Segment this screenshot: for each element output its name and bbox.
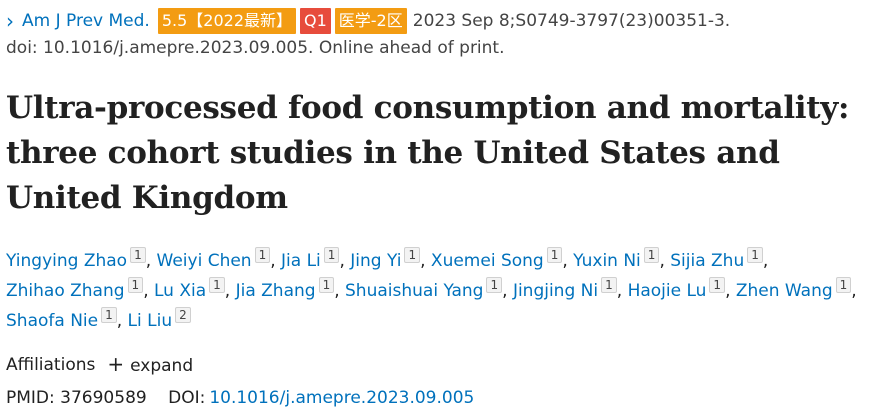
affiliations-expand-button[interactable]: + expand xyxy=(107,354,193,376)
author-separator: , xyxy=(116,311,128,331)
author-separator: , xyxy=(616,281,628,301)
affiliation-number-button[interactable]: 1 xyxy=(318,277,335,294)
author-separator: , xyxy=(562,251,574,271)
author-separator: , xyxy=(145,251,157,271)
author-separator: , xyxy=(420,251,431,271)
author-item: Jing Yi 1 xyxy=(350,247,421,271)
author-name-link[interactable]: Zhihao Zhang xyxy=(6,281,125,301)
author-item: Weiyi Chen 1 xyxy=(156,247,271,271)
pmid-label: PMID: xyxy=(6,388,55,408)
quartile-badge: Q1 xyxy=(300,8,331,34)
author-name-link[interactable]: Xuemei Song xyxy=(430,251,544,271)
doi-link[interactable]: 10.1016/j.amepre.2023.09.005 xyxy=(209,388,475,408)
affiliations-row: Affiliations + expand xyxy=(6,354,193,376)
affiliation-number-button[interactable]: 1 xyxy=(209,277,225,294)
doi-line: doi: 10.1016/j.amepre.2023.09.005. Onlin… xyxy=(6,38,505,58)
author-name-link[interactable]: Jia Zhang xyxy=(235,281,316,301)
author-name-link[interactable]: Lu Xia xyxy=(154,281,207,301)
affiliation-number-button[interactable]: 1 xyxy=(323,247,340,264)
author-name-link[interactable]: Jia Li xyxy=(281,251,321,271)
affiliation-number-button[interactable]: 1 xyxy=(404,247,421,264)
author-separator: , xyxy=(659,251,671,271)
author-separator: , xyxy=(502,281,513,301)
author-separator: , xyxy=(270,251,282,271)
author-name-link[interactable]: Shuaishuai Yang xyxy=(345,281,484,301)
affiliation-number-button[interactable]: 1 xyxy=(747,247,763,264)
author-separator: , xyxy=(224,281,236,301)
author-item: Jingjing Ni 1 xyxy=(512,277,617,301)
citation-line: › Am J Prev Med. 5.5【2022最新】 Q1 医学-2区 20… xyxy=(6,6,730,36)
author-name-link[interactable]: Jingjing Ni xyxy=(512,281,599,301)
author-item: Haojie Lu 1 xyxy=(627,277,726,301)
zone-badge: 医学-2区 xyxy=(334,8,407,34)
affiliation-number-button[interactable]: 1 xyxy=(546,247,563,264)
publication-date: 2023 Sep 8;S0749-3797(23)00351-3. xyxy=(412,11,731,31)
affiliation-number-button[interactable]: 1 xyxy=(835,277,852,294)
author-item: Li Liu 2 xyxy=(127,307,191,331)
author-separator: , xyxy=(143,281,154,301)
author-name-link[interactable]: Yuxin Ni xyxy=(573,251,641,271)
author-name-link[interactable]: Haojie Lu xyxy=(627,281,707,301)
author-name-link[interactable]: Shaofa Nie xyxy=(6,311,99,331)
author-item: Zhen Wang 1 xyxy=(735,277,852,301)
expand-label: expand xyxy=(130,356,194,376)
author-item: Yingying Zhao 1 xyxy=(6,247,146,271)
author-item: Zhihao Zhang 1 xyxy=(6,277,144,301)
author-name-link[interactable]: Sijia Zhu xyxy=(670,251,745,271)
author-separator: , xyxy=(851,281,857,301)
author-separator: , xyxy=(762,251,769,271)
author-name-link[interactable]: Yingying Zhao xyxy=(6,251,128,271)
author-item: Jia Li 1 xyxy=(281,247,340,271)
author-item: Yuxin Ni 1 xyxy=(573,247,660,271)
chevron-right-icon[interactable]: › xyxy=(6,9,14,33)
affiliation-number-button[interactable]: 1 xyxy=(254,247,271,264)
author-name-link[interactable]: Zhen Wang xyxy=(735,281,833,301)
affiliation-number-button[interactable]: 1 xyxy=(101,307,117,324)
affiliation-number-button[interactable]: 1 xyxy=(643,247,660,264)
doi-label: DOI: xyxy=(168,388,206,408)
author-separator: , xyxy=(339,251,351,271)
affiliations-label: Affiliations xyxy=(6,355,96,375)
author-separator: , xyxy=(725,281,736,301)
affiliation-number-button[interactable]: 1 xyxy=(709,277,726,294)
journal-link[interactable]: Am J Prev Med. xyxy=(22,11,150,31)
plus-icon: + xyxy=(107,352,125,376)
pmid-value: 37690589 xyxy=(60,388,147,408)
author-item: Xuemei Song 1 xyxy=(430,247,563,271)
author-name-link[interactable]: Weiyi Chen xyxy=(156,251,252,271)
affiliation-number-button[interactable]: 1 xyxy=(127,277,144,294)
author-name-link[interactable]: Li Liu xyxy=(127,311,173,331)
identifiers-row: PMID: 37690589 DOI: 10.1016/j.amepre.2023… xyxy=(6,388,474,408)
author-item: Shuaishuai Yang 1 xyxy=(345,277,503,301)
affiliation-number-button[interactable]: 1 xyxy=(130,247,146,264)
impact-factor-badge: 5.5【2022最新】 xyxy=(157,8,296,34)
author-list: Yingying Zhao 1, Weiyi Chen 1, Jia Li 1, Ji… xyxy=(6,246,886,336)
article-title: Ultra-processed food consumption and mor… xyxy=(6,90,850,216)
affiliation-number-button[interactable]: 1 xyxy=(486,277,503,294)
author-name-link[interactable]: Jing Yi xyxy=(350,251,402,271)
author-item: Shaofa Nie 1 xyxy=(6,307,117,331)
author-item: Lu Xia 1 xyxy=(154,277,225,301)
author-item: Sijia Zhu 1 xyxy=(670,247,763,271)
author-item: Jia Zhang 1 xyxy=(235,277,335,301)
affiliation-number-button[interactable]: 1 xyxy=(601,277,617,294)
affiliation-number-button[interactable]: 2 xyxy=(175,307,191,324)
author-separator: , xyxy=(334,281,346,301)
